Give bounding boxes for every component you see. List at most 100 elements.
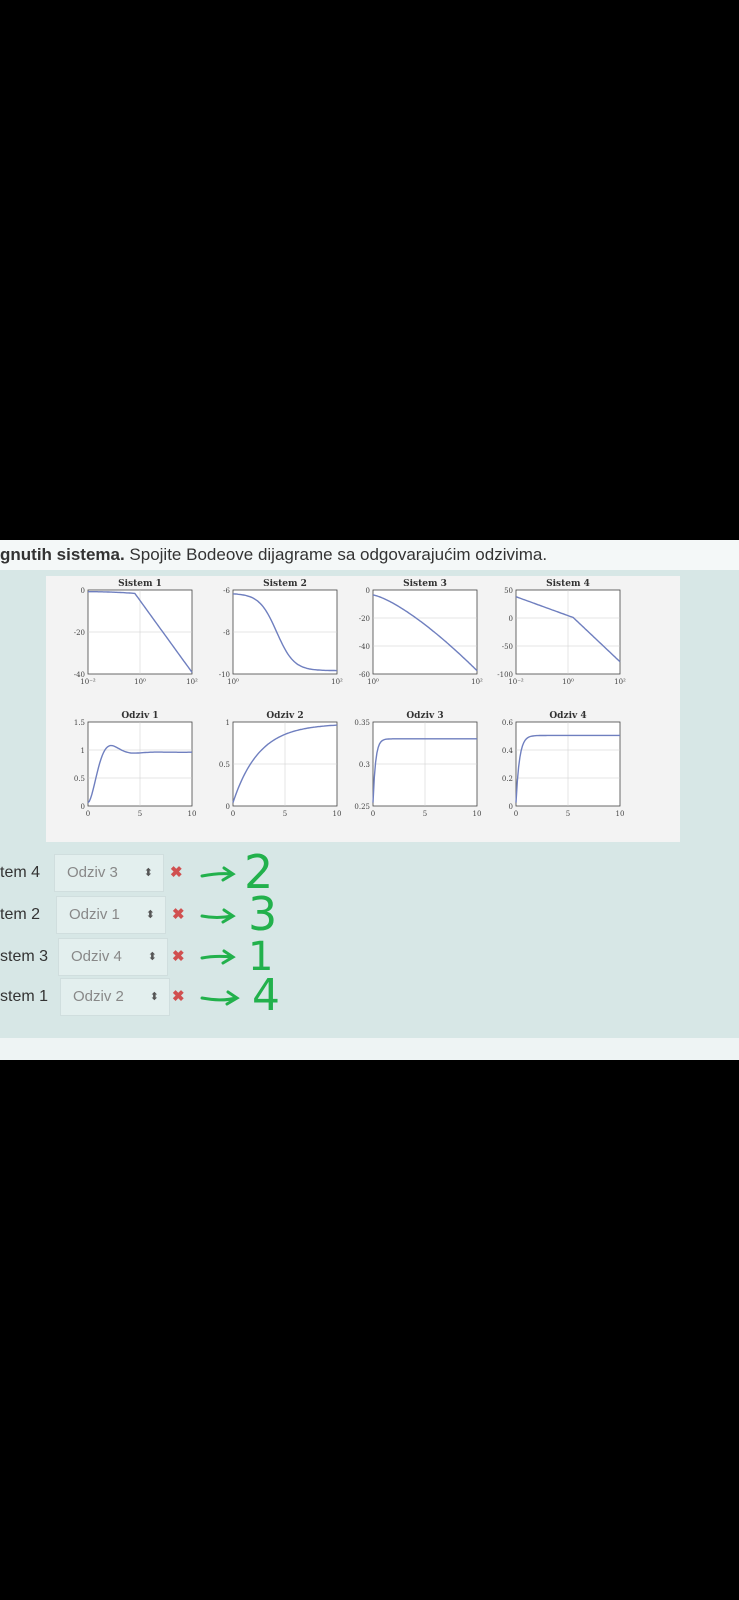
incorrect-mark-icon: ✖ (170, 864, 183, 881)
step-response-curve (515, 734, 620, 803)
magnitude-curve (88, 591, 193, 673)
answer-select[interactable]: Odziv 4 ⬍ (58, 938, 168, 976)
bode-and-step-figure: Sistem 1 0 -20 -40 10⁻² 10⁰ 10² Sistem 2 -6 -8 -1… (46, 576, 680, 842)
y-tick-label: 1.5 (74, 719, 85, 727)
handwritten-annotation: 3 (200, 887, 277, 940)
x-tick-label: 10² (331, 678, 343, 686)
select-arrows-icon: ⬍ (145, 909, 155, 921)
plot-title: Odziv 3 (406, 711, 443, 721)
system-label: stem 3 (0, 948, 49, 965)
step-plot-4: Odziv 4 0.6 0.4 0.2 0 0 5 10 (494, 708, 634, 826)
step-response-curve (232, 724, 338, 803)
x-tick-label: 10⁰ (227, 678, 239, 686)
plot-title: Odziv 4 (549, 711, 586, 721)
bode-plot-4: Sistem 4 50 0 -50 -100 10⁻² 10⁰ 10² (494, 576, 634, 694)
plot-title: Sistem 3 (403, 579, 447, 589)
step-plot-3: Odziv 3 0.35 0.3 0.25 0 5 10 (351, 708, 491, 826)
y-tick-label: 0.5 (74, 775, 85, 783)
annotation-number: 2 (244, 845, 273, 898)
y-tick-label: 0.25 (354, 803, 370, 811)
y-tick-label: 0.35 (354, 719, 370, 727)
x-tick-label: 10⁰ (134, 678, 146, 686)
bode-plot-3: Sistem 3 0 -20 -40 -60 10⁰ 10² (351, 576, 491, 694)
y-tick-label: 1 (81, 747, 85, 755)
x-tick-label: 10⁻² (508, 678, 524, 686)
annotation-number: 1 (248, 934, 273, 980)
y-tick-label: 0 (366, 587, 370, 595)
y-tick-label: -8 (223, 629, 230, 637)
quiz-screen: gnutih sistema. Spojite Bodeove dijagram… (0, 540, 739, 1060)
answer-select[interactable]: Odziv 3 ⬍ (54, 854, 164, 892)
system-label: stem 1 (0, 988, 49, 1005)
y-tick-label: -20 (359, 615, 370, 623)
x-tick-label: 10⁰ (562, 678, 574, 686)
y-tick-label: 0 (81, 587, 85, 595)
y-tick-label: -50 (502, 643, 513, 651)
x-tick-label: 5 (423, 810, 427, 818)
handwritten-annotation: 4 (200, 970, 280, 1021)
plot-title: Sistem 1 (118, 579, 162, 589)
question-text: gnutih sistema. Spojite Bodeove dijagram… (0, 540, 739, 570)
bode-plot-1: Sistem 1 0 -20 -40 10⁻² 10⁰ 10² (66, 576, 206, 694)
x-tick-label: 10² (471, 678, 483, 686)
y-tick-label: -60 (359, 671, 370, 679)
step-response-curve (372, 738, 477, 803)
selected-value: Odziv 4 (71, 948, 122, 965)
y-tick-label: 0 (226, 803, 230, 811)
bode-plot-2: Sistem 2 -6 -8 -10 10⁰ 10² (211, 576, 351, 694)
y-tick-label: 0.5 (219, 761, 230, 769)
x-tick-label: 10 (333, 810, 342, 818)
plot-title: Sistem 4 (546, 579, 590, 589)
bottom-border (0, 1038, 739, 1060)
magnitude-curve (515, 596, 621, 663)
incorrect-mark-icon: ✖ (172, 906, 185, 923)
y-tick-label: 0.4 (502, 747, 514, 755)
annotation-number: 4 (252, 970, 280, 1021)
handwritten-annotation: 2 (200, 845, 273, 898)
x-tick-label: 10 (473, 810, 482, 818)
question-instruction: Spojite Bodeove dijagrame sa odgovarajuć… (124, 545, 548, 564)
selected-value: Odziv 2 (73, 988, 124, 1005)
selected-value: Odziv 3 (67, 864, 118, 881)
system-label: tem 2 (0, 906, 41, 923)
step-plot-1: Odziv 1 1.5 1 0.5 0 0 5 10 (66, 708, 206, 826)
incorrect-mark-icon: ✖ (172, 988, 185, 1005)
answer-select[interactable]: Odziv 1 ⬍ (56, 896, 166, 934)
y-tick-label: 0 (509, 803, 513, 811)
system-label: tem 4 (0, 864, 41, 881)
magnitude-curve (233, 593, 337, 672)
question-bold: gnutih sistema. (0, 545, 125, 564)
y-tick-label: -40 (359, 643, 370, 651)
annotation-number: 3 (248, 887, 277, 940)
select-arrows-icon: ⬍ (143, 867, 153, 879)
plot-frame (372, 589, 478, 675)
y-tick-label: -10 (219, 671, 230, 679)
answer-select[interactable]: Odziv 2 ⬍ (60, 978, 170, 1016)
x-tick-label: 5 (283, 810, 287, 818)
x-tick-label: 10⁻² (80, 678, 96, 686)
y-tick-label: 50 (504, 587, 513, 595)
x-tick-label: 0 (231, 810, 235, 818)
y-tick-label: 1 (226, 719, 230, 727)
x-tick-label: 0 (514, 810, 518, 818)
incorrect-mark-icon: ✖ (172, 948, 185, 965)
plot-title: Sistem 2 (263, 579, 307, 589)
y-tick-label: 0.2 (502, 775, 513, 783)
y-tick-label: -40 (74, 671, 85, 679)
select-arrows-icon: ⬍ (147, 951, 157, 963)
y-tick-label: -100 (497, 671, 513, 679)
step-plot-2: Odziv 2 1 0.5 0 0 5 10 (211, 708, 351, 826)
select-arrows-icon: ⬍ (149, 991, 159, 1003)
y-tick-label: 0 (509, 615, 513, 623)
x-tick-label: 10 (616, 810, 625, 818)
handwritten-annotation: 1 (200, 934, 273, 980)
y-tick-label: 0.6 (502, 719, 514, 727)
step-response-curve (87, 744, 192, 804)
x-tick-label: 0 (86, 810, 90, 818)
plot-title: Odziv 2 (266, 711, 303, 721)
plot-title: Odziv 1 (121, 711, 158, 721)
y-tick-label: -20 (74, 629, 85, 637)
x-tick-label: 10² (614, 678, 626, 686)
x-tick-label: 5 (566, 810, 570, 818)
y-tick-label: 0 (81, 803, 85, 811)
